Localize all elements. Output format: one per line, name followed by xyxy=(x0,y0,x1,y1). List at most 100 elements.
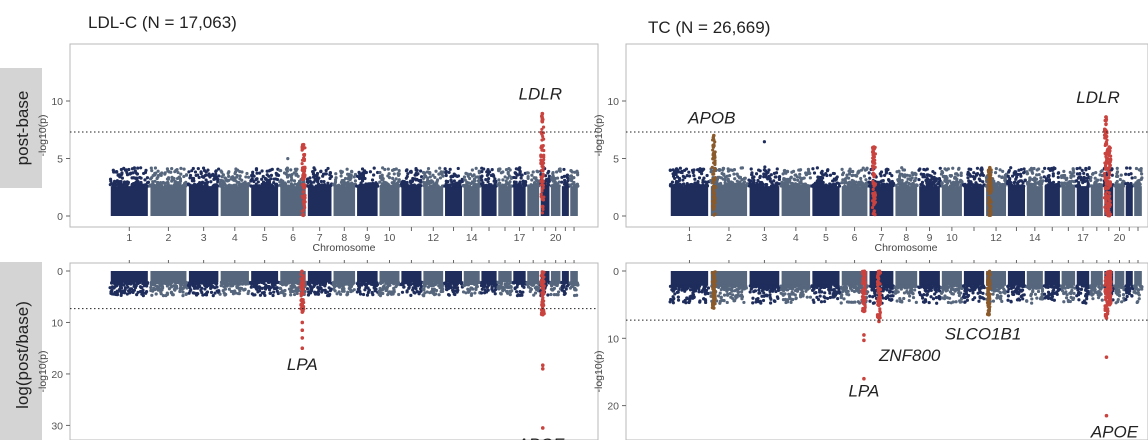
snp-point xyxy=(473,291,477,295)
snp-point xyxy=(486,180,490,184)
snp-point xyxy=(220,170,224,174)
snp-point xyxy=(1013,180,1017,184)
snp-point xyxy=(845,173,849,177)
snp-point xyxy=(422,294,426,298)
y-tick-label: 30 xyxy=(51,420,63,432)
snp-point xyxy=(1061,184,1065,188)
snp-point xyxy=(562,284,566,289)
snp-point xyxy=(392,172,396,176)
snp-point xyxy=(292,292,297,297)
snp-point xyxy=(159,181,163,185)
snp-point xyxy=(1119,173,1123,177)
snp-point xyxy=(974,182,978,186)
snp-point xyxy=(739,166,743,170)
snp-point xyxy=(723,178,727,182)
highlight-point xyxy=(1103,185,1108,189)
snp-point xyxy=(156,169,160,173)
snp-point xyxy=(169,284,174,288)
snp-point xyxy=(560,180,564,184)
highlight-point xyxy=(1103,127,1107,131)
highlight-point xyxy=(1107,170,1112,174)
highlight-top-point xyxy=(1104,122,1108,126)
snp-point xyxy=(934,179,938,183)
snp-point xyxy=(360,281,364,285)
snp-point xyxy=(236,291,240,296)
snp-point xyxy=(940,182,944,186)
snp-point xyxy=(1093,176,1097,180)
snp-point xyxy=(562,182,567,186)
snp-point xyxy=(353,172,358,177)
snp-point xyxy=(306,280,310,284)
snp-point xyxy=(337,290,341,294)
snp-point xyxy=(163,184,167,188)
snp-point xyxy=(305,287,310,291)
y-tick-label: 0 xyxy=(613,266,619,278)
snp-point xyxy=(1018,172,1023,176)
snp-point xyxy=(701,183,706,188)
snp-point xyxy=(828,173,833,177)
snp-point xyxy=(190,169,194,173)
snp-point xyxy=(253,293,257,297)
snp-point xyxy=(164,293,168,298)
snp-point xyxy=(358,176,362,180)
chromosome-band-8 xyxy=(895,186,918,216)
highlight-top-point xyxy=(300,328,305,332)
snp-point xyxy=(179,172,183,176)
snp-point xyxy=(413,285,417,289)
snp-point xyxy=(321,288,325,292)
highlight-point xyxy=(872,201,877,205)
snp-point xyxy=(981,184,985,188)
snp-point xyxy=(287,287,292,291)
snp-point xyxy=(483,288,487,292)
snp-point xyxy=(482,291,487,295)
snp-point xyxy=(404,184,408,188)
snp-point xyxy=(444,173,448,178)
chromosome-band-14 xyxy=(463,271,480,283)
highlight-point xyxy=(711,179,716,183)
snp-point xyxy=(371,184,375,188)
snp-point xyxy=(513,287,517,291)
snp-point xyxy=(479,291,484,295)
highlight-point xyxy=(712,151,716,155)
snp-point xyxy=(896,178,900,182)
snp-point xyxy=(372,173,376,177)
snp-point xyxy=(314,281,318,286)
x-tick-label: 2 xyxy=(166,232,172,244)
snp-point xyxy=(255,171,259,175)
snp-point xyxy=(172,287,177,292)
snp-point xyxy=(127,167,131,172)
snp-point xyxy=(246,291,250,296)
snp-point xyxy=(267,288,272,292)
highlight-point xyxy=(541,301,545,306)
snp-point xyxy=(971,175,975,179)
chromosome-band-1 xyxy=(670,186,709,216)
snp-point xyxy=(375,184,379,188)
snp-point xyxy=(477,169,481,173)
snp-point xyxy=(465,280,470,284)
snp-point xyxy=(153,172,157,176)
snp-point xyxy=(165,177,170,181)
snp-point xyxy=(1090,172,1095,176)
highlight-point xyxy=(1108,212,1113,216)
highlight-top-point xyxy=(540,426,545,430)
snp-point xyxy=(841,171,846,175)
snp-point xyxy=(782,178,786,182)
snp-point xyxy=(115,169,119,174)
highlight-point xyxy=(712,191,716,195)
highlight-point xyxy=(713,140,717,144)
highlight-point xyxy=(1107,207,1111,212)
snp-point xyxy=(163,172,167,176)
snp-point xyxy=(377,292,381,296)
snp-point xyxy=(967,179,971,183)
snp-point xyxy=(533,184,537,188)
snp-point xyxy=(188,183,192,187)
highlight-point xyxy=(541,174,545,178)
snp-point xyxy=(816,178,820,183)
snp-point xyxy=(514,167,518,171)
snp-point xyxy=(232,184,236,188)
snp-point xyxy=(274,171,278,175)
snp-point xyxy=(693,177,697,181)
snp-point xyxy=(681,174,685,178)
snp-point xyxy=(424,181,428,185)
snp-point xyxy=(518,166,522,170)
